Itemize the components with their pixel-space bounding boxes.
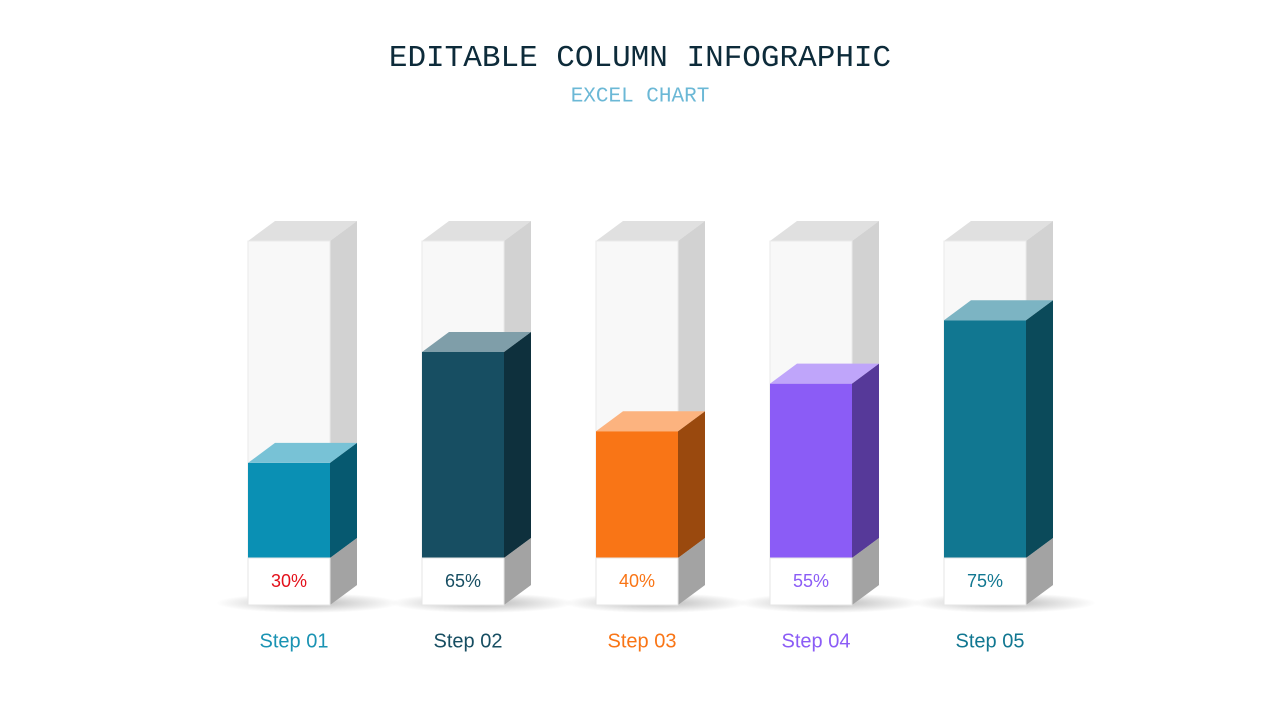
bar xyxy=(596,431,678,558)
bar xyxy=(422,351,504,558)
chart-title: EDITABLE COLUMN INFOGRAPHIC xyxy=(389,41,891,76)
fill-side xyxy=(678,411,705,558)
column-top xyxy=(944,221,1053,241)
category-label: Step 03 xyxy=(608,630,677,652)
column-top xyxy=(422,221,531,241)
fill-side xyxy=(852,363,879,558)
base-side xyxy=(852,538,879,605)
fill-top xyxy=(944,300,1053,321)
category-label: Step 01 xyxy=(260,630,329,652)
value-label: 55% xyxy=(793,571,829,591)
bar xyxy=(944,320,1026,558)
fill-top xyxy=(770,363,879,384)
base-front xyxy=(247,557,331,606)
value-label: 30% xyxy=(271,571,307,591)
fill-side xyxy=(504,331,531,558)
value-label: 40% xyxy=(619,571,655,591)
fill-top xyxy=(422,331,531,352)
category-label: Step 05 xyxy=(956,630,1025,652)
column-top xyxy=(248,221,357,241)
chart-subtitle: EXCEL CHART xyxy=(571,86,710,109)
base-side xyxy=(1026,538,1053,605)
column-top xyxy=(770,221,879,241)
value-label: 75% xyxy=(967,571,1003,591)
base-front xyxy=(421,557,505,606)
base-side xyxy=(504,538,531,605)
base-front xyxy=(595,557,679,606)
fill-side xyxy=(330,442,357,558)
column-top xyxy=(596,221,705,241)
category-label: Step 04 xyxy=(782,630,851,652)
base-front xyxy=(769,557,853,606)
fill-top xyxy=(596,411,705,432)
category-label: Step 02 xyxy=(434,630,503,652)
base-side xyxy=(330,538,357,605)
value-label: 65% xyxy=(445,571,481,591)
base-side xyxy=(678,538,705,605)
fill-top xyxy=(248,442,357,463)
base-front xyxy=(943,557,1027,606)
bar xyxy=(770,383,852,558)
fill-side xyxy=(1026,300,1053,558)
bar xyxy=(248,462,330,558)
